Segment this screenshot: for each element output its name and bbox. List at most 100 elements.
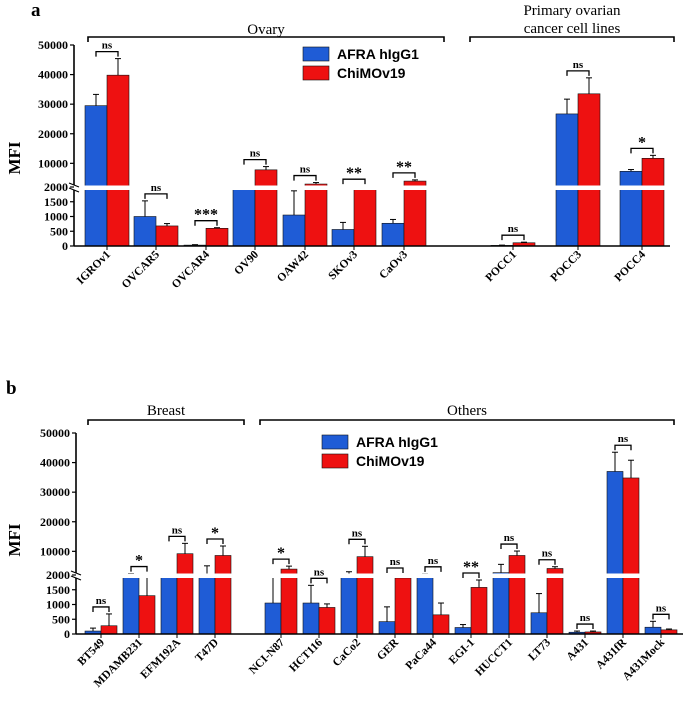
y-tick-label: 1000: [44, 210, 68, 224]
legend-swatch-afra: [321, 434, 349, 450]
group-label-line: Primary ovarian: [523, 3, 621, 19]
bar-afra: [381, 222, 405, 247]
category-label: BT549: [76, 636, 108, 668]
y-tick-label: 30000: [38, 97, 68, 111]
axis-break-mark: [70, 570, 82, 576]
significance-label: ns: [428, 555, 439, 567]
legend-label: AFRA hIgG1: [356, 434, 438, 450]
group-label: Ovary: [247, 22, 285, 38]
bar-chimov: [155, 225, 179, 247]
significance-bracket: [424, 566, 442, 572]
significance-label: ns: [580, 612, 591, 624]
bar-afra: [606, 471, 624, 635]
bar-afra: [492, 572, 510, 635]
legend-label: ChiMOv19: [356, 453, 425, 469]
significance-label: ns: [352, 527, 363, 539]
significance-label: ns: [504, 532, 515, 544]
bar-chimov: [394, 577, 412, 635]
bar-chimov: [214, 555, 232, 635]
y-tick-label: 0: [64, 627, 70, 641]
bar-chimov: [280, 568, 298, 635]
bar-chimov: [641, 158, 665, 247]
y-tick-label: 1500: [46, 583, 70, 597]
category-label: OAW42: [275, 248, 311, 284]
significance-bracket: [272, 558, 290, 565]
category-label: POCC4: [613, 248, 649, 284]
significance-bracket: [310, 577, 328, 584]
significance-bracket: [386, 567, 404, 573]
category-label: HCT116: [287, 636, 325, 674]
significance-bracket: [630, 147, 654, 154]
significance-label: ns: [102, 40, 113, 52]
significance-bracket: [652, 613, 670, 620]
panel-a: a MFI Ovary Primary ovarian cancer cell line…: [5, 0, 683, 291]
bar-afra: [302, 602, 320, 635]
category-label: IGROv1: [75, 248, 113, 286]
bar-chimov: [176, 553, 194, 635]
category-label: LT73: [526, 636, 553, 663]
legend-swatch-chimov: [302, 65, 330, 81]
panel-letter: b: [6, 378, 17, 399]
significance-label: *: [211, 525, 219, 542]
significance-label: ns: [542, 548, 553, 560]
significance-label: ns: [508, 223, 519, 235]
significance-bracket: [243, 158, 267, 165]
significance-label: *: [135, 553, 143, 570]
significance-bracket: [538, 559, 556, 565]
significance-label: ns: [172, 524, 183, 536]
significance-bracket: [501, 234, 525, 241]
category-label: A431: [565, 636, 592, 663]
bar-afra: [416, 574, 434, 635]
y-tick-label: 2000: [46, 568, 70, 582]
group-bracket: [87, 36, 445, 42]
bar-chimov: [432, 614, 450, 635]
bar-afra: [555, 113, 579, 247]
y-tick-label: 30000: [40, 485, 70, 499]
significance-label: ns: [618, 433, 629, 445]
panel-letter: a: [31, 0, 41, 21]
significance-label: *: [638, 134, 646, 151]
bar-afra: [282, 214, 306, 247]
category-label: POCC3: [549, 248, 585, 284]
significance-label: *: [277, 545, 285, 562]
bar-chimov: [318, 607, 336, 635]
significance-label: ns: [151, 182, 162, 194]
significance-label: ns: [656, 602, 667, 614]
significance-bracket: [614, 444, 632, 451]
significance-bracket: [144, 193, 168, 199]
bar-chimov: [403, 180, 427, 247]
group-label: Breast: [147, 403, 186, 419]
y-tick-label: 20000: [38, 127, 68, 141]
legend-label: AFRA hIgG1: [337, 46, 419, 62]
y-axis-title: MFI: [5, 523, 24, 556]
category-label: EGI-1: [447, 636, 477, 666]
group-bracket: [469, 36, 675, 42]
y-tick-label: 0: [62, 239, 68, 253]
significance-bracket: [348, 538, 366, 545]
category-label: CaCo2: [331, 636, 364, 669]
y-tick-label: 20000: [40, 515, 70, 529]
y-tick-label: 500: [50, 224, 68, 238]
category-label: NCI-N87: [247, 636, 287, 676]
category-label: EFM192A: [138, 636, 183, 681]
significance-bracket: [168, 535, 186, 542]
significance-bracket: [392, 172, 416, 178]
significance-bracket: [95, 50, 119, 57]
significance-label: **: [396, 159, 412, 176]
bar-afra: [644, 626, 662, 635]
category-label: OVCAR5: [120, 248, 163, 291]
significance-label: **: [463, 559, 479, 576]
bar-chimov: [304, 183, 328, 247]
significance-label: ***: [194, 207, 218, 224]
axis-break-band: [68, 185, 683, 190]
bar-afra: [619, 171, 643, 247]
category-label: OVCAR4: [170, 248, 213, 291]
significance-bracket: [500, 543, 518, 550]
category-label: POCC1: [484, 248, 520, 284]
bar-afra: [122, 573, 140, 635]
y-tick-label: 1000: [46, 598, 70, 612]
bar-chimov: [106, 74, 130, 247]
significance-bracket: [92, 606, 110, 612]
